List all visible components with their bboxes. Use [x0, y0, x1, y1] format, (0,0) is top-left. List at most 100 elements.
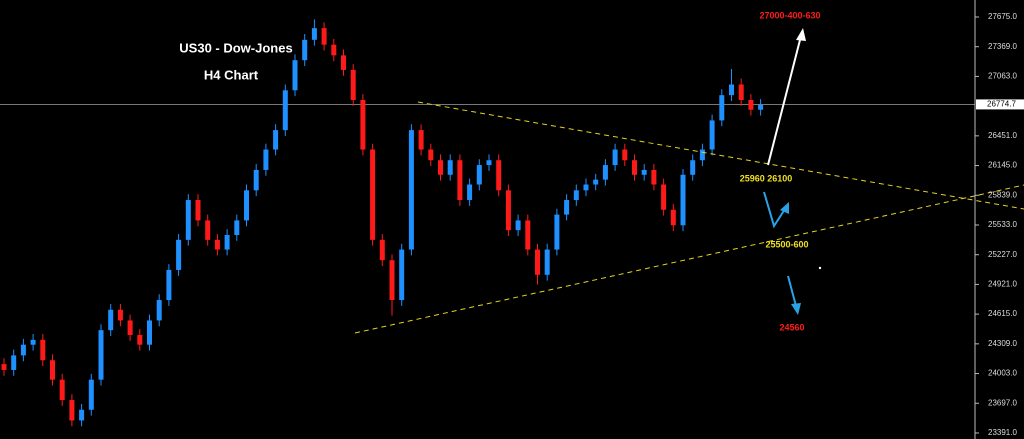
y-tick-label: 25533.0: [988, 220, 1017, 229]
y-tick-label: 27063.0: [988, 72, 1017, 81]
y-tick-label: 24921.0: [988, 280, 1017, 289]
candle-body: [438, 160, 443, 175]
y-tick-label: 23391.0: [988, 428, 1017, 437]
candle-body: [263, 149, 269, 170]
arrow: [767, 35, 802, 166]
candle-body: [515, 220, 521, 231]
y-tick-label: 25839.0: [988, 190, 1017, 199]
y-tick-label: 27369.0: [988, 42, 1017, 51]
annotation: 27000-400-630: [759, 10, 820, 20]
candle-body: [40, 339, 46, 361]
y-tick-label: 25227.0: [988, 250, 1017, 259]
candle-body: [50, 360, 55, 380]
y-tick-label: 24003.0: [988, 369, 1017, 378]
y-tick-label: 24309.0: [988, 339, 1017, 348]
candle-body: [79, 409, 85, 421]
candle-body: [1, 364, 7, 370]
candle-body: [253, 169, 259, 191]
candle-body: [525, 220, 531, 250]
candle-body: [583, 184, 589, 191]
chart-subtitle: H4 Chart: [204, 67, 259, 82]
candle-body: [350, 69, 356, 101]
candle-body: [282, 90, 288, 131]
arrow: [763, 191, 786, 229]
candle-body: [729, 84, 734, 96]
candle-body: [224, 234, 230, 250]
candle-body: [486, 160, 492, 166]
y-tick-label: 27675.0: [988, 12, 1017, 21]
candle-body: [748, 100, 754, 110]
candle-body: [69, 400, 75, 421]
candle-body: [127, 320, 133, 336]
candle-body: [699, 149, 705, 161]
candle-body: [544, 249, 550, 275]
candle-body: [496, 160, 502, 191]
dot: [818, 266, 822, 270]
candle-body: [98, 330, 104, 380]
candle-body: [738, 84, 744, 101]
candle-body: [214, 239, 220, 250]
candle-body: [622, 149, 628, 161]
arrow: [787, 275, 797, 307]
last-price-label: 26774.7: [987, 100, 1016, 109]
candle-body: [602, 165, 608, 180]
trend-line: [354, 184, 1024, 334]
candle-body: [302, 39, 308, 61]
candle-body: [573, 190, 579, 201]
chart-title: US30 - Dow-Jones: [179, 40, 292, 55]
candle-body: [108, 309, 114, 331]
trend-line: [417, 101, 1024, 210]
candle-body: [311, 28, 317, 40]
candle-body: [389, 260, 395, 301]
arrow-head: [791, 303, 801, 315]
candle-body: [476, 165, 482, 185]
candle-body: [156, 300, 162, 321]
plot-area: [0, 19, 975, 427]
candle-body: [176, 239, 182, 270]
candle-body: [20, 344, 26, 356]
candle-body: [195, 200, 201, 221]
candle-body: [321, 28, 327, 45]
arrow-head: [796, 28, 806, 41]
candle-body: [185, 200, 191, 240]
candle-body: [505, 190, 511, 231]
last-price-box: [976, 99, 1024, 110]
annotation: 25500-600: [765, 239, 808, 249]
candle-body: [88, 379, 94, 410]
candle-body: [690, 160, 696, 175]
candle-body: [593, 179, 599, 185]
candle-body: [399, 249, 405, 301]
candle-body: [166, 269, 172, 301]
candle-body: [379, 239, 385, 261]
candle-body: [205, 220, 211, 240]
candle-body: [612, 149, 618, 166]
y-tick-label: 26145.0: [988, 161, 1017, 170]
candle-body: [147, 320, 152, 345]
candle-body: [59, 379, 65, 401]
candle-body: [331, 44, 337, 56]
candle-body: [341, 55, 346, 70]
annotation: 25960 26100: [740, 173, 793, 183]
candle-body: [30, 339, 36, 345]
candle-body: [670, 209, 676, 226]
candle-body: [467, 184, 473, 201]
candle-body: [719, 95, 725, 121]
candle-body: [292, 60, 298, 91]
candle-body: [428, 149, 434, 161]
candle-body: [408, 130, 414, 250]
y-tick-label: 23697.0: [988, 398, 1017, 407]
candle-body: [457, 160, 463, 201]
candle-body: [632, 160, 637, 175]
y-tick-label: 24615.0: [988, 309, 1017, 318]
candle-body: [651, 169, 657, 185]
candle-body: [641, 169, 647, 175]
candle-body: [564, 200, 570, 215]
arrow-head: [780, 202, 789, 214]
candle-body: [758, 104, 764, 110]
y-tick-label: 26451.0: [988, 131, 1017, 140]
candle-body: [244, 190, 249, 221]
candle-body: [680, 174, 686, 226]
candle-body: [661, 184, 667, 210]
